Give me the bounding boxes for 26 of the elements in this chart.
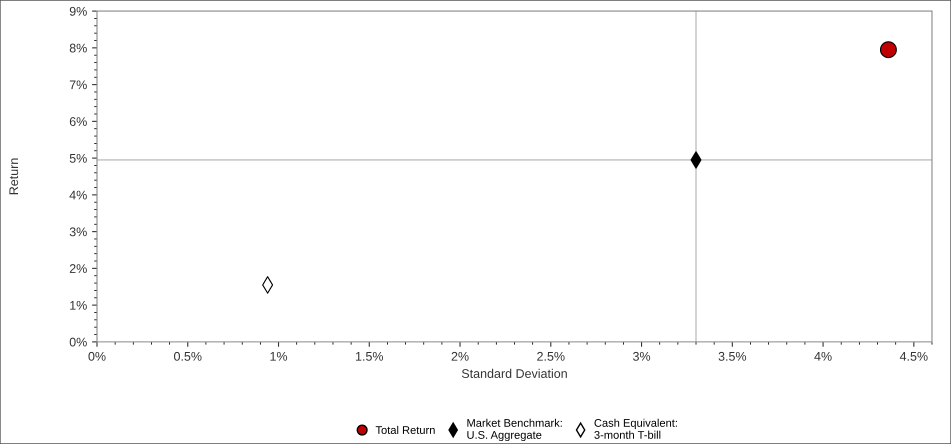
x-tick-label: 0.5%: [174, 352, 202, 361]
x-tick-label: 3%: [632, 352, 650, 361]
y-axis-title: Return: [9, 158, 18, 194]
x-tick-label: 2.5%: [537, 352, 565, 361]
y-tick-label: 0%: [70, 338, 87, 347]
y-tick-label: 9%: [70, 6, 87, 16]
x-tick-label: 0%: [88, 352, 106, 361]
y-tick-label: 1%: [70, 300, 87, 310]
legend-label: Cash Equivalent: 3-month T-bill: [594, 418, 677, 439]
x-tick-label: 4.5%: [900, 352, 928, 361]
y-tick-label: 6%: [70, 117, 87, 126]
y-tick-label: 5%: [70, 154, 87, 163]
y-tick-label: 4%: [70, 190, 87, 200]
x-tick-label: 1.5%: [356, 352, 384, 361]
y-tick-label: 8%: [70, 44, 87, 53]
x-tick-label: 3.5%: [718, 352, 746, 361]
y-tick-label: 3%: [70, 227, 87, 236]
y-tick-label: 7%: [70, 80, 87, 90]
legend-label: Total Return: [376, 426, 435, 434]
x-tick-label: 4%: [814, 352, 832, 361]
x-tick-label: 1%: [270, 352, 288, 361]
x-tick-label: 2%: [452, 352, 469, 361]
legend-label: Market Benchmark: U.S. Aggregate: [467, 418, 562, 442]
x-axis-title: Standard Deviation: [462, 368, 567, 378]
point: [880, 41, 897, 58]
y-tick-label: 2%: [70, 264, 87, 273]
